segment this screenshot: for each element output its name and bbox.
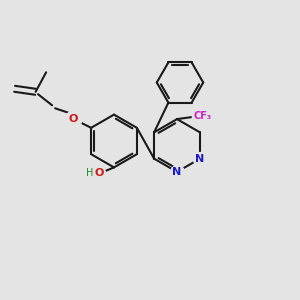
Text: N: N (195, 154, 205, 164)
Text: O: O (68, 114, 78, 124)
Text: H: H (86, 168, 93, 178)
Text: CF₃: CF₃ (194, 111, 211, 121)
Text: N: N (172, 167, 182, 177)
Text: O: O (94, 168, 104, 178)
